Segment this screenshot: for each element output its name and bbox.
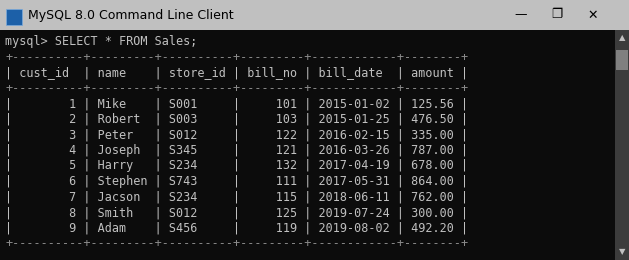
Bar — [0, 0, 629, 30]
Text: +----------+---------+----------+---------+------------+--------+: +----------+---------+----------+-------… — [5, 51, 468, 64]
Text: ✕: ✕ — [587, 9, 598, 22]
Text: —: — — [515, 9, 527, 22]
Text: |        1 | Mike    | S001     |     101 | 2015-01-02 | 125.56 |: | 1 | Mike | S001 | 101 | 2015-01-02 | 1… — [5, 97, 468, 110]
Text: |        7 | Jacson  | S234     |     115 | 2018-06-11 | 762.00 |: | 7 | Jacson | S234 | 115 | 2018-06-11 |… — [5, 191, 468, 204]
Text: mysql> SELECT * FROM Sales;: mysql> SELECT * FROM Sales; — [5, 35, 198, 48]
Bar — [616, 50, 628, 70]
Text: ▼: ▼ — [619, 248, 625, 257]
Text: ❐: ❐ — [552, 9, 562, 22]
Text: |        3 | Peter   | S012     |     122 | 2016-02-15 | 335.00 |: | 3 | Peter | S012 | 122 | 2016-02-15 | … — [5, 128, 468, 141]
Text: +----------+---------+----------+---------+------------+--------+: +----------+---------+----------+-------… — [5, 82, 468, 95]
Bar — [6, 9, 22, 25]
Text: |        2 | Robert  | S003     |     103 | 2015-01-25 | 476.50 |: | 2 | Robert | S003 | 103 | 2015-01-25 |… — [5, 113, 468, 126]
Text: |        4 | Joseph  | S345     |     121 | 2016-03-26 | 787.00 |: | 4 | Joseph | S345 | 121 | 2016-03-26 |… — [5, 144, 468, 157]
Bar — [514, 2, 536, 28]
Text: |        6 | Stephen | S743     |     111 | 2017-05-31 | 864.00 |: | 6 | Stephen | S743 | 111 | 2017-05-31 … — [5, 175, 468, 188]
Text: ▲: ▲ — [619, 34, 625, 42]
Text: | cust_id  | name    | store_id | bill_no | bill_date  | amount |: | cust_id | name | store_id | bill_no | … — [5, 66, 468, 79]
Text: +----------+---------+----------+---------+------------+--------+: +----------+---------+----------+-------… — [5, 237, 468, 250]
Text: |        8 | Smith   | S012     |     125 | 2019-07-24 | 300.00 |: | 8 | Smith | S012 | 125 | 2019-07-24 | … — [5, 206, 468, 219]
Text: MySQL 8.0 Command Line Client: MySQL 8.0 Command Line Client — [28, 9, 233, 22]
Text: |        9 | Adam    | S456     |     119 | 2019-08-02 | 492.20 |: | 9 | Adam | S456 | 119 | 2019-08-02 | 4… — [5, 222, 468, 235]
Bar — [586, 2, 608, 28]
Bar — [550, 2, 572, 28]
Text: |        5 | Harry   | S234     |     132 | 2017-04-19 | 678.00 |: | 5 | Harry | S234 | 132 | 2017-04-19 | … — [5, 159, 468, 172]
Bar — [615, 30, 629, 260]
